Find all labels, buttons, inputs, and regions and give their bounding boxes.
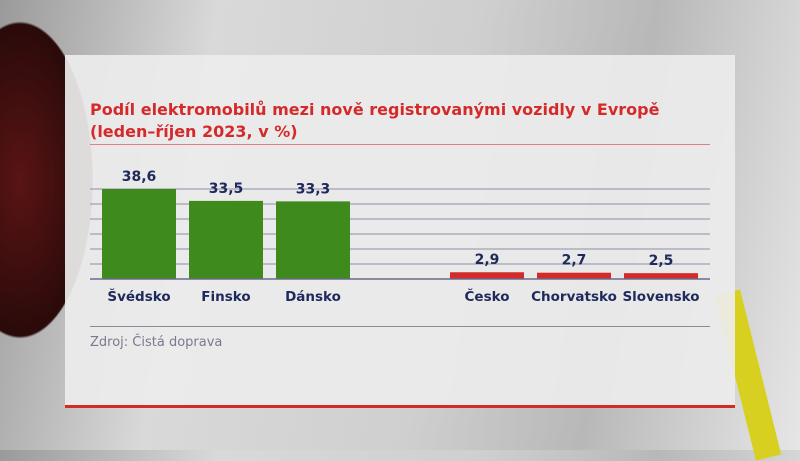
bar bbox=[450, 272, 524, 279]
bar bbox=[624, 273, 698, 279]
value-label: 2,5 bbox=[649, 253, 674, 269]
category-label: Česko bbox=[465, 287, 510, 305]
chart-title: Podíl elektromobilů mezi nově registrova… bbox=[90, 99, 730, 143]
title-line: Podíl elektromobilů mezi nově registrova… bbox=[90, 100, 660, 119]
bar bbox=[537, 272, 611, 279]
title-divider bbox=[90, 144, 710, 145]
chart-panel: Podíl elektromobilů mezi nově registrova… bbox=[65, 55, 735, 408]
bar bbox=[102, 189, 176, 279]
value-label: 2,9 bbox=[475, 252, 500, 268]
category-label: Slovensko bbox=[622, 289, 699, 305]
subtitle-line: (leden–říjen 2023, v %) bbox=[90, 122, 298, 141]
value-label: 38,6 bbox=[122, 169, 157, 185]
bar-chart: 38,6 Švédsko 33,5 Finsko 33,3 Dánsko 2,9 Česko 2… bbox=[90, 169, 710, 305]
category-label: Chorvatsko bbox=[531, 289, 617, 305]
category-label: Švédsko bbox=[107, 287, 170, 305]
footer-divider bbox=[90, 326, 710, 327]
category-label: Finsko bbox=[201, 289, 250, 305]
value-label: 2,7 bbox=[562, 253, 587, 269]
source-note: Zdroj: Čistá doprava bbox=[90, 335, 223, 350]
category-label: Dánsko bbox=[285, 289, 341, 305]
value-label: 33,5 bbox=[209, 181, 244, 197]
bar bbox=[189, 200, 263, 279]
value-label: 33,3 bbox=[296, 181, 331, 197]
bar bbox=[276, 201, 350, 279]
